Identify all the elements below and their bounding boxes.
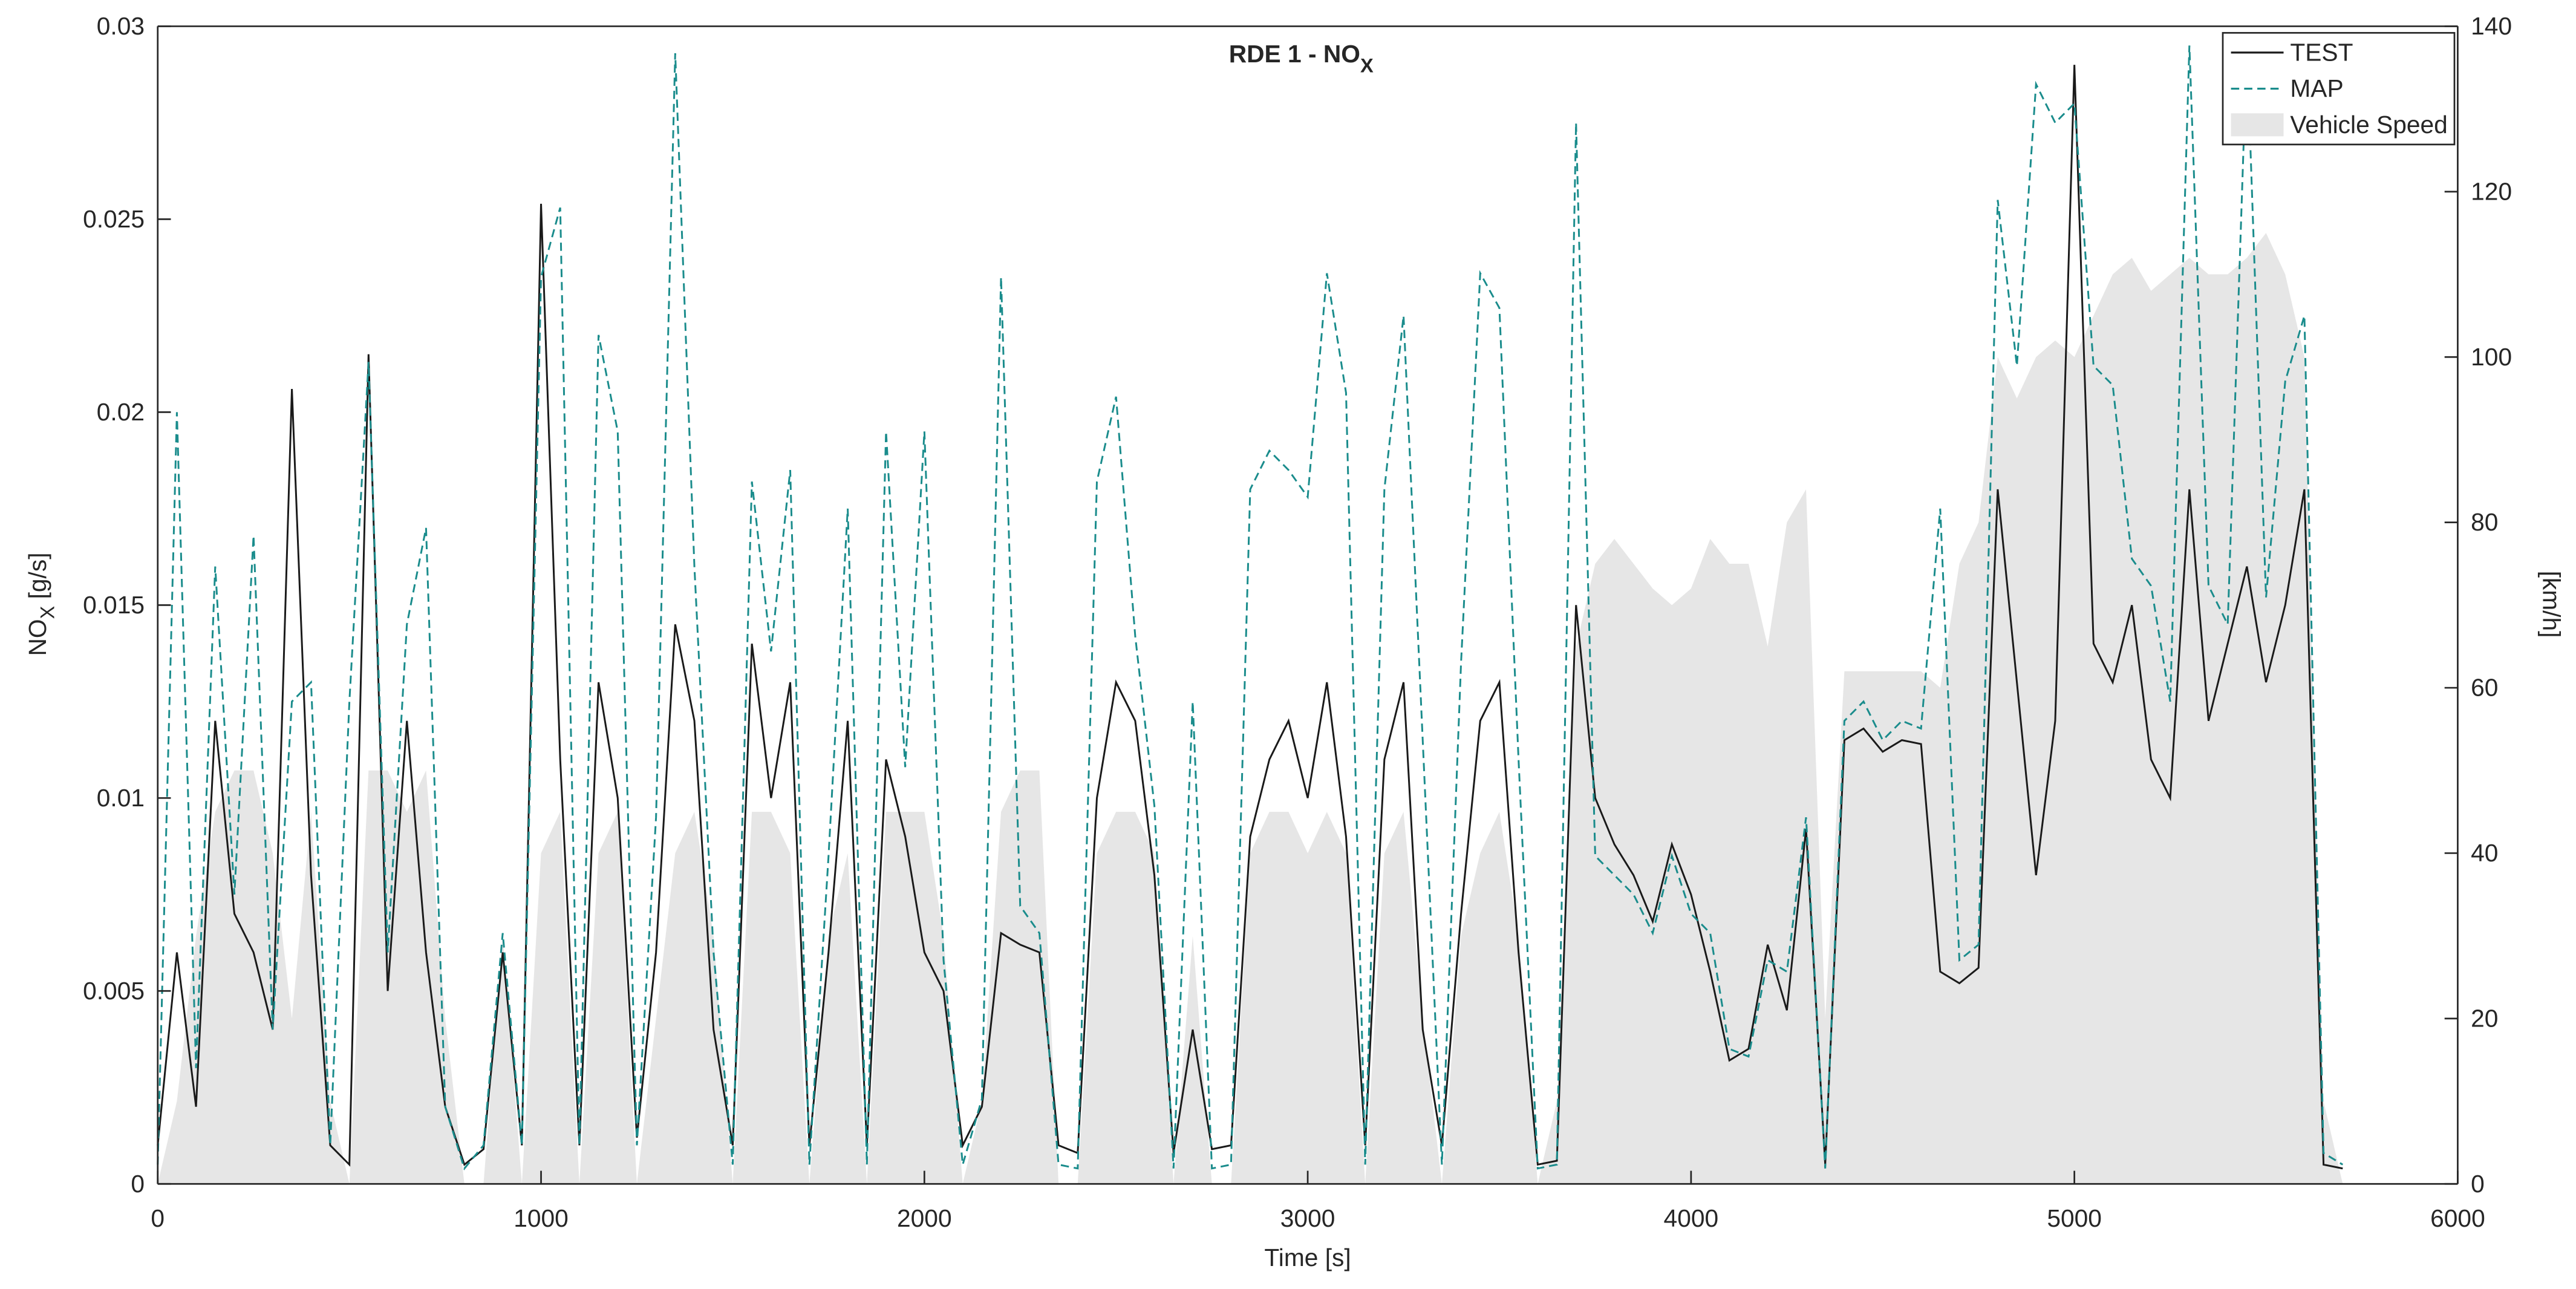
y-tick-label: 0.01: [97, 784, 145, 812]
x-tick-label: 3000: [1280, 1204, 1335, 1232]
y-tick-label: 0.025: [83, 205, 145, 233]
x-tick-label: 1000: [514, 1204, 569, 1232]
x-tick-label: 6000: [2430, 1204, 2485, 1232]
series-line: [157, 45, 2344, 1170]
axes-layer: 0 1000 2000 3000 4000 5000 600000.0050.010.015…: [83, 12, 2512, 1232]
y2-tick-label: 80: [2471, 508, 2498, 536]
y2-axis-label: [km/h]: [2538, 571, 2566, 638]
y-tick-label: 0.02: [97, 398, 145, 426]
y-tick-label: 0.03: [97, 12, 145, 40]
y-tick-label: 0: [131, 1170, 145, 1198]
legend: TEST MAP Vehicle Speed: [2222, 31, 2456, 146]
title-subscript: X: [1360, 54, 1374, 76]
title-main: RDE 1 - NO: [1229, 40, 1360, 68]
y2-tick-label: 100: [2471, 343, 2512, 371]
legend-swatch: [2231, 113, 2284, 137]
y-label-main: NO: [24, 619, 51, 656]
y-label-subscript: X: [37, 605, 59, 619]
legend-label: Vehicle Speed: [2290, 111, 2447, 139]
y-tick-label: 0.005: [83, 977, 145, 1005]
speed-area: [157, 233, 2343, 1184]
y2-tick-label: 0: [2471, 1170, 2485, 1198]
area-layer: [157, 233, 2343, 1184]
x-axis-label: Time [s]: [1264, 1244, 1351, 1271]
legend-label: TEST: [2290, 38, 2353, 66]
chart-title: RDE 1 - NOX: [1229, 40, 1374, 76]
y2-tick-label: 60: [2471, 674, 2498, 702]
y-tick-label: 0.015: [83, 591, 145, 619]
y2-tick-label: 120: [2471, 177, 2512, 205]
line-layer: [157, 45, 2344, 1170]
x-tick-label: 2000: [897, 1204, 952, 1232]
y2-tick-label: 20: [2471, 1004, 2498, 1032]
y-label-unit: [g/s]: [24, 552, 51, 605]
y-axis-label: NOX [g/s]: [24, 552, 59, 656]
y2-tick-label: 140: [2471, 12, 2512, 40]
x-tick-label: 5000: [2047, 1204, 2102, 1232]
y2-tick-label: 40: [2471, 839, 2498, 867]
x-tick-label: 4000: [1664, 1204, 1719, 1232]
x-tick-label: 0: [151, 1204, 165, 1232]
legend-label: MAP: [2290, 74, 2343, 102]
series-line: [157, 65, 2343, 1170]
